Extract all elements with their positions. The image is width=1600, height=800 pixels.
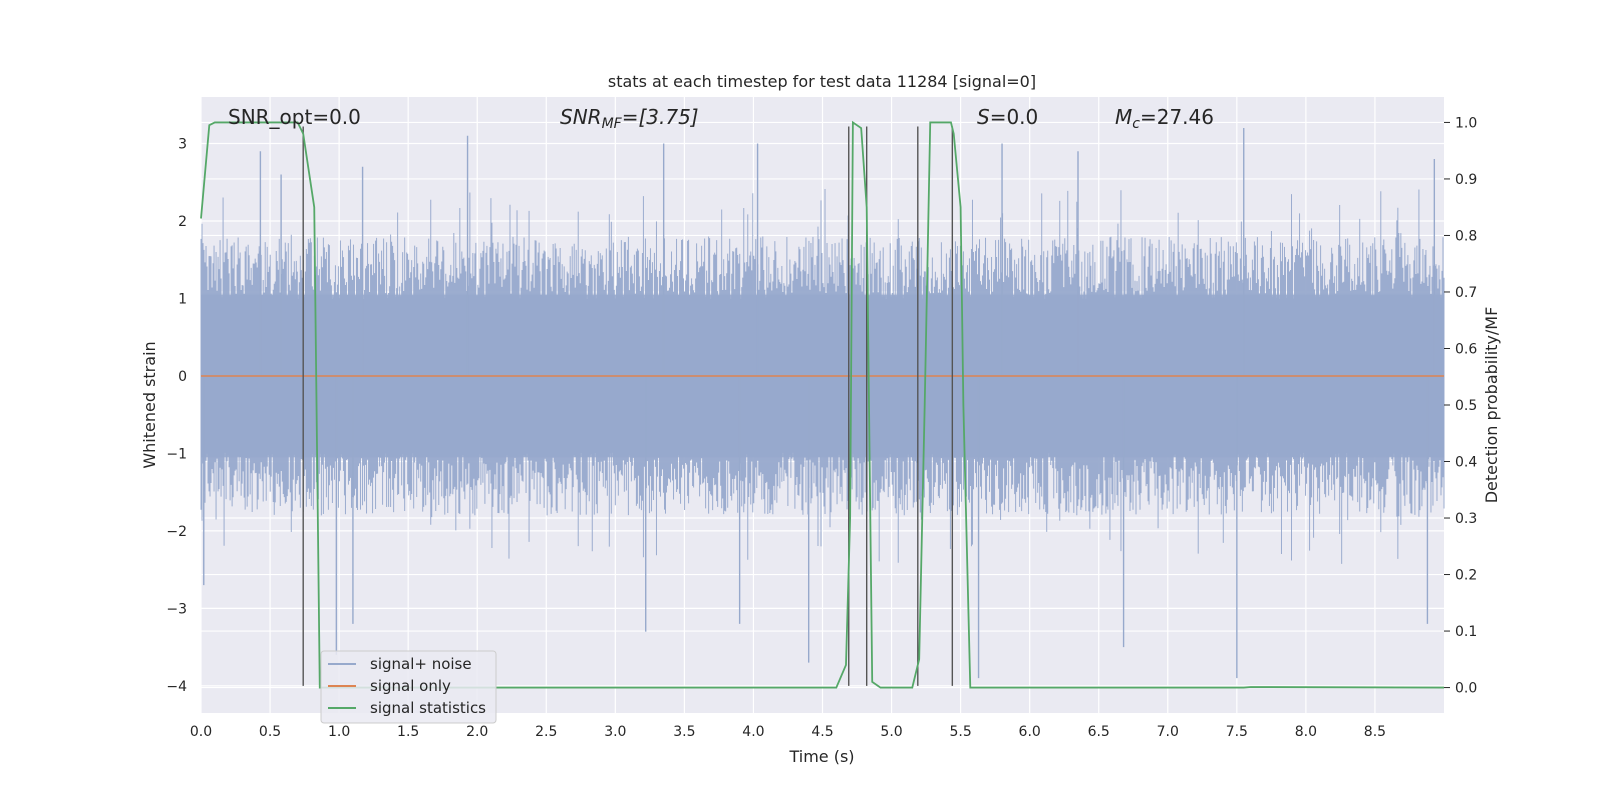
y-left-tick-label: 1 [178,291,187,307]
x-tick-label: 7.5 [1226,724,1248,740]
y-right-tick-label: 0.1 [1455,624,1477,640]
x-tick-label: 4.5 [811,724,833,740]
y-right-tick-label: 1.0 [1455,115,1477,131]
y-left-tick-label: −1 [166,446,187,462]
x-tick-label: 3.0 [604,724,626,740]
x-axis-ticks: 0.0 0.5 1.0 1.5 2.0 2.5 3.0 3.5 4.0 4.5 5.0 5.5 6.0 6… [190,724,1386,740]
x-tick-label: 8.0 [1295,724,1317,740]
legend-label-signal-only: signal only [370,677,451,695]
x-tick-label: 7.0 [1157,724,1179,740]
y-right-tick-label: 0.4 [1455,455,1477,471]
mc-annotation: Mc=27.46 [1115,105,1214,132]
s-annotation: S=0.0 [977,105,1038,129]
snr-mf-sub: MF [602,116,623,132]
s-value: =0.0 [990,105,1039,129]
y-left-tick-label: −4 [166,679,187,695]
y-left-tick-label: 2 [178,214,187,230]
x-tick-label: 5.5 [949,724,971,740]
mc-label: M [1115,105,1132,129]
chart-title: stats at each timestep for test data 112… [608,72,1036,91]
y-left-tick-label: 0 [178,369,187,385]
legend-box [320,650,497,724]
y-left-axis-label: Whitened strain [140,341,159,468]
signal-statistics-line [200,120,1445,689]
x-tick-label: 5.0 [880,724,902,740]
snr-mf-annotation: SNRMF=[3.75] [560,105,699,132]
y-right-tick-label: 0.0 [1455,681,1477,697]
y-left-tick-label: 3 [178,136,187,152]
y-right-tick-label: 0.2 [1455,568,1477,584]
x-tick-label: 6.5 [1088,724,1110,740]
y-right-tick-label: 0.8 [1455,228,1477,244]
x-tick-label: 0.0 [190,724,212,740]
y-right-tick-label: 0.6 [1455,341,1477,357]
x-tick-label: 6.0 [1019,724,1041,740]
x-tick-label: 0.5 [259,724,281,740]
y-left-tick-label: −3 [166,601,187,617]
x-tick-label: 2.0 [466,724,488,740]
x-tick-label: 8.5 [1364,724,1386,740]
x-tick-label: 4.0 [742,724,764,740]
x-tick-label: 1.0 [328,724,350,740]
s-label: S [977,105,990,129]
legend-label-signal-statistics: signal statistics [370,699,486,717]
annotations: SNR_opt=0.0 SNRMF=[3.75] S=0.0 Mc=27.46 [228,105,1214,132]
snr-opt-annotation: SNR_opt=0.0 [228,105,361,129]
legend: signal+ noise signal only signal statist… [320,650,497,724]
snr-mf-value: =[3.75] [622,105,699,129]
y-left-axis-ticks: 3 2 1 0 −1 −2 −3 −4 [166,136,187,694]
y-right-tick-label: 0.9 [1455,172,1477,188]
mc-sub: c [1132,116,1140,132]
legend-label-signal-noise: signal+ noise [370,655,472,673]
x-axis-label: Time (s) [788,747,854,766]
y-right-tick-label: 0.7 [1455,285,1477,301]
snr-mf-label: SNR [560,105,602,129]
y-left-tick-label: −2 [166,524,187,540]
signal-statistics-series [200,120,1445,689]
mc-value: =27.46 [1140,105,1214,129]
x-tick-label: 2.5 [535,724,557,740]
y-right-axis-label: Detection probability/MF [1482,307,1501,504]
y-right-tick-label: 0.5 [1455,398,1477,414]
x-tick-label: 1.5 [397,724,419,740]
y-right-tick-label: 0.3 [1455,511,1477,527]
x-tick-label: 3.5 [673,724,695,740]
y-right-axis-ticks: 1.0 0.9 0.8 0.7 0.6 0.5 0.4 0.3 0.2 0.1 0.0 [1444,115,1477,697]
